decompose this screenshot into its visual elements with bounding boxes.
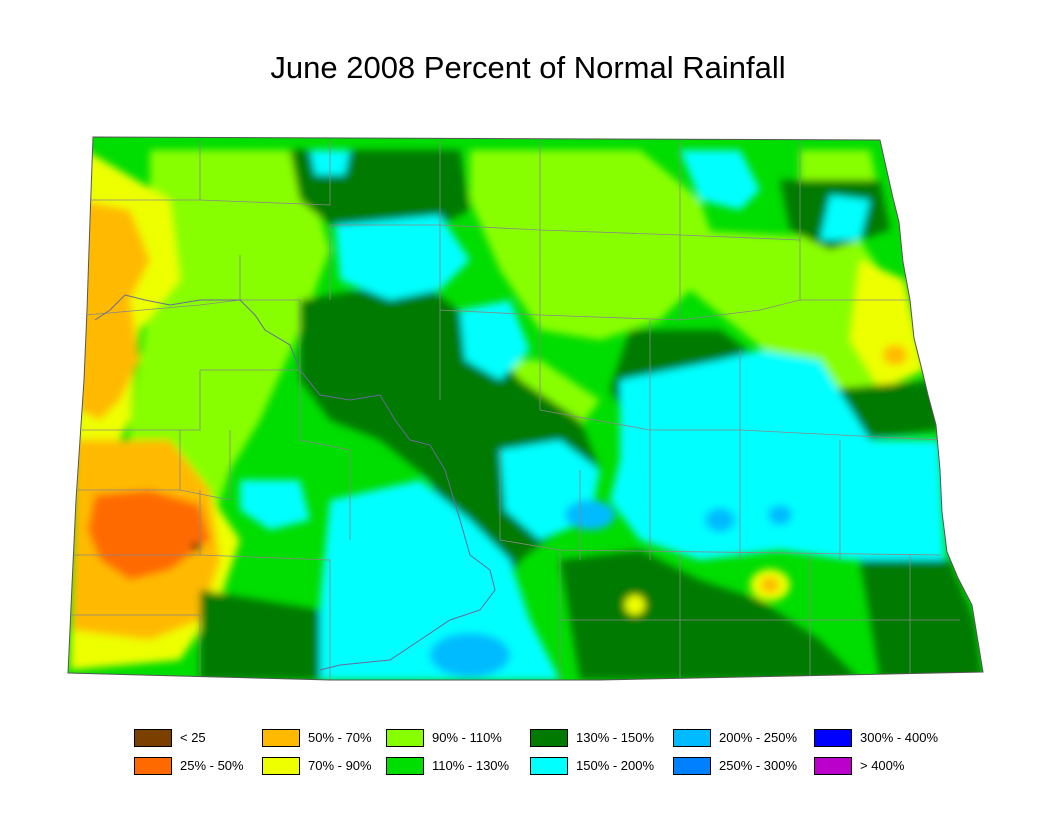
map-title: June 2008 Percent of Normal Rainfall [270, 50, 786, 85]
legend-label: 70% - 90% [308, 758, 372, 773]
legend-label: 250% - 300% [719, 758, 798, 773]
legend: < 25 25% - 50% 50% - 70% 70% - 90% 90% -… [134, 729, 954, 779]
legend-swatch [814, 757, 852, 775]
legend-label: 300% - 400% [860, 730, 939, 745]
region-150-200-east [610, 350, 945, 560]
region-150-200-center [460, 300, 530, 380]
legend-label: 200% - 250% [719, 730, 798, 745]
legend-swatch [673, 757, 711, 775]
rainfall-shading [68, 137, 983, 680]
county-boundaries [70, 140, 960, 680]
region-90-110-northcentral [470, 150, 720, 340]
region-150-200-west-blob [240, 480, 310, 530]
region-50-70-spot-se [761, 577, 779, 593]
legend-label: 110% - 130% [432, 758, 510, 773]
legend-label: 50% - 70% [308, 730, 372, 745]
missouri-river-line [94, 294, 496, 671]
region-200-250-east-blob2 [768, 505, 792, 525]
legend-swatch [262, 757, 300, 775]
legend-swatch [386, 729, 424, 747]
legend-swatch [134, 757, 172, 775]
legend-label: 90% - 110% [432, 730, 502, 745]
region-200-250-east-blob [705, 508, 735, 532]
legend-label: 150% - 200% [576, 758, 655, 773]
legend-swatch [673, 729, 711, 747]
region-70-90-spot-ne [883, 345, 907, 365]
legend-swatch [134, 729, 172, 747]
state-outline [67, 136, 984, 681]
region-200-250-center-blob [565, 500, 615, 530]
legend-label: 130% - 150% [576, 730, 655, 745]
region-150-200-south [320, 480, 560, 680]
legend-label: > 400% [860, 758, 905, 773]
legend-label: 25% - 50% [180, 758, 244, 773]
region-25-50-southwest [88, 490, 210, 580]
region-150-200-northeast [680, 150, 760, 210]
legend-label: < 25 [180, 730, 206, 745]
legend-swatch [386, 757, 424, 775]
region-150-200-ne2 [820, 195, 870, 240]
region-90-110-northeast [690, 230, 910, 400]
region-50-70-west [78, 200, 150, 420]
legend-swatch [530, 757, 568, 775]
legend-swatch [262, 729, 300, 747]
legend-swatch [814, 729, 852, 747]
region-130-150-southeast [560, 550, 860, 680]
region-150-200-north [335, 215, 470, 300]
legend-swatch [530, 729, 568, 747]
region-200-250-south-blob [430, 633, 510, 677]
region-lt25-spot [191, 542, 201, 552]
region-70-90-spot-s [625, 595, 645, 615]
